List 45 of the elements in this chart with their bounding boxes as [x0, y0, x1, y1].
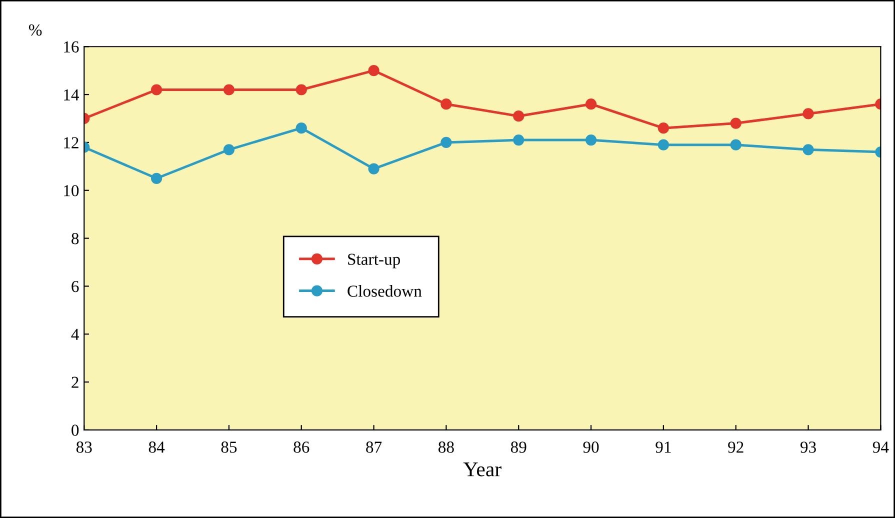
legend-label: Start-up	[348, 254, 400, 268]
y-tick-label: 8	[72, 232, 79, 244]
point	[585, 98, 597, 110]
point	[368, 163, 380, 174]
y-axis-title: %	[28, 24, 42, 36]
y-tick-label: 0	[72, 424, 79, 436]
y-tick-label: 6	[72, 280, 79, 292]
point	[730, 139, 742, 150]
point	[513, 134, 524, 146]
point	[658, 122, 669, 134]
y-tick-label: 12	[64, 137, 78, 148]
x-tick-label: 86	[294, 442, 310, 453]
point	[585, 134, 597, 146]
x-axis-title: Year	[463, 462, 502, 476]
point	[440, 136, 452, 148]
x-tick-label: 93	[800, 442, 816, 453]
y-tick-label: 16	[64, 41, 79, 53]
x-tick-label: 87	[366, 442, 382, 453]
y-tick-label: 2	[72, 376, 78, 388]
y-tick-label: 14	[64, 89, 80, 100]
point	[802, 144, 814, 156]
legend-label: Closedown	[348, 285, 422, 297]
y-tick-label: 4	[71, 328, 80, 340]
point	[150, 172, 162, 184]
point	[658, 139, 669, 150]
x-tick-label: 90	[583, 442, 599, 453]
point	[296, 84, 307, 96]
point	[802, 108, 814, 120]
y-tick-label: 10	[64, 185, 79, 196]
x-tick-label: 91	[656, 442, 671, 453]
x-tick-label: 88	[438, 442, 454, 453]
point	[513, 110, 524, 122]
point	[440, 98, 452, 110]
point	[223, 84, 235, 96]
point	[150, 84, 162, 96]
x-tick-label: 92	[728, 442, 744, 453]
x-tick-label: 84	[148, 442, 165, 453]
point	[730, 118, 742, 129]
x-tick-label: 83	[76, 442, 92, 453]
point	[223, 144, 235, 156]
x-tick-label: 94	[872, 442, 889, 453]
point	[296, 122, 307, 134]
x-tick-label: 85	[221, 442, 237, 453]
x-tick-label: 89	[510, 442, 526, 453]
point	[368, 65, 380, 76]
